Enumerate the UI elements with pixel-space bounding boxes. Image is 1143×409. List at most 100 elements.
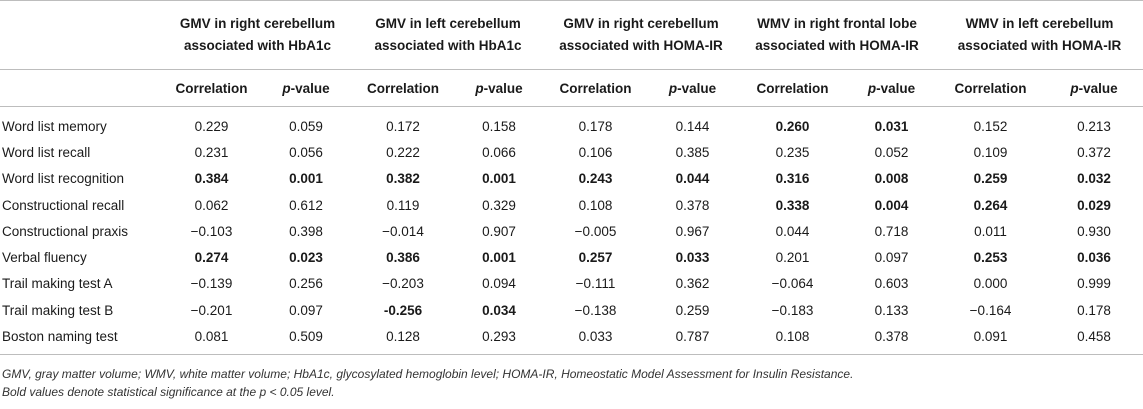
row-label: Word list recall [2, 144, 91, 160]
p-value-cell: 0.256 [289, 276, 323, 292]
correlation-cell: 0.152 [973, 118, 1008, 134]
correlation-cell: 0.231 [194, 144, 229, 160]
p-italic: p [1070, 80, 1079, 96]
p-value-cell: 0.213 [1077, 118, 1111, 134]
p-value-header: p-value [847, 69, 937, 107]
p-value-cell: 0.008 [874, 171, 909, 187]
p-value-header: p-value [647, 69, 739, 107]
p-value-cell: 0.999 [1077, 276, 1111, 292]
corner-cell [0, 0, 163, 70]
p-value-cell: 0.930 [1077, 223, 1111, 239]
footnote-abbreviations: GMV, gray matter volume; WMV, white matt… [2, 367, 854, 381]
correlation-cell: −0.111 [575, 276, 616, 292]
group-header-gmv-left-cerebellum-hba1c: GMV in left cerebellum associated with Hb… [352, 0, 545, 70]
correlation-cell: 0.172 [386, 118, 420, 134]
table-row: Boston naming test 0.081 0.509 0.128 0.293 0.… [0, 323, 1143, 355]
correlation-cell: 0.257 [578, 250, 613, 266]
group-header-line2: associated with HOMA-IR [559, 38, 723, 53]
correlation-cell: −0.103 [190, 223, 233, 239]
correlation-cell: 0.011 [974, 223, 1007, 239]
p-value-cell: 0.509 [260, 323, 352, 355]
p-value-cell: 0.059 [289, 118, 323, 134]
correlation-cell: 0.062 [194, 197, 229, 213]
group-header-gmv-right-cerebellum-hba1c: GMV in right cerebellum associated with H… [163, 0, 352, 70]
group-header-line1: WMV in right frontal lobe [757, 16, 917, 31]
table-row: Word list recall 0.231 0.056 0.222 0.066 0.10… [0, 139, 1143, 165]
table-row: Constructional recall 0.062 0.612 0.119 0.32… [0, 192, 1143, 218]
correlation-cell: 0.044 [775, 223, 810, 239]
row-label: Boston naming test [0, 323, 163, 355]
group-header-line1: GMV in left cerebellum [375, 16, 521, 31]
p-value-cell: 0.259 [675, 302, 710, 318]
p-value-header: p-value [260, 69, 352, 107]
p-value-cell: 0.133 [874, 302, 909, 318]
correlation-header: Correlation [936, 69, 1046, 107]
correlation-cell: −0.138 [574, 302, 617, 318]
correlation-header: Correlation [738, 69, 848, 107]
p-value-cell: 0.034 [482, 302, 516, 318]
row-label: Word list recognition [2, 171, 125, 187]
correlation-cell: 0.259 [973, 171, 1008, 187]
row-label: Trail making test B [2, 302, 114, 318]
p-value-cell: 0.094 [482, 276, 516, 292]
table-header: GMV in right cerebellum associated with H… [0, 0, 1143, 107]
p-value-cell: 0.378 [675, 197, 710, 213]
p-suffix: -value [290, 80, 330, 96]
correlation-cell: −0.183 [771, 302, 814, 318]
group-header-wmv-right-frontal-lobe-homa-ir: WMV in right frontal lobe associated with… [738, 0, 937, 70]
correlation-cell: 0.260 [775, 118, 810, 134]
p-value-cell: 0.052 [874, 144, 909, 160]
footnote-significance: Bold values denote statistical significa… [2, 385, 335, 399]
group-header-line1: WMV in left cerebellum [965, 16, 1114, 31]
p-value-cell: 0.329 [482, 197, 516, 213]
row-label-header [0, 69, 163, 107]
p-value-cell: 0.056 [289, 144, 323, 160]
row-label: Trail making test A [2, 276, 113, 292]
p-value-cell: 0.385 [675, 144, 710, 160]
correlation-cell: 0.033 [544, 323, 648, 355]
p-value-cell: 0.378 [847, 323, 937, 355]
p-value-cell: 0.398 [289, 223, 323, 239]
row-label: Word list memory [2, 118, 107, 134]
results-table: GMV in right cerebellum associated with H… [0, 0, 1143, 355]
p-value-cell: 0.718 [874, 223, 909, 239]
correlation-cell: 0.243 [578, 171, 613, 187]
p-italic: p [475, 80, 484, 96]
group-header-line2: associated with HOMA-IR [755, 38, 919, 53]
p-value-cell: 0.612 [289, 197, 323, 213]
correlation-cell: 0.264 [973, 197, 1008, 213]
group-header-line2: associated with HbA1c [374, 38, 522, 53]
p-value-cell: 0.362 [675, 276, 710, 292]
correlation-cell: 0.081 [163, 323, 260, 355]
correlation-cell: −0.064 [771, 276, 814, 292]
row-label: Verbal fluency [2, 250, 87, 266]
table-row: Word list recognition 0.384 0.001 0.382 0.00… [0, 166, 1143, 192]
correlation-cell: 0.274 [194, 250, 229, 266]
correlation-cell: 0.253 [973, 250, 1008, 266]
p-italic: p [867, 80, 877, 96]
table-row: Word list memory 0.229 0.059 0.172 0.158 0.17… [0, 107, 1143, 140]
p-value-cell: 0.178 [1077, 302, 1111, 318]
p-value-cell: 0.372 [1077, 144, 1111, 160]
correlation-cell: 0.000 [973, 276, 1008, 292]
p-value-cell: 0.036 [1077, 250, 1111, 266]
sub-header-row: Correlation p-value Correlation p-value … [0, 69, 1143, 107]
table-row: Constructional praxis −0.103 0.398 −0.014 0.… [0, 218, 1143, 244]
p-value-cell: 0.787 [647, 323, 739, 355]
correlation-cell: 0.235 [775, 144, 810, 160]
p-value-cell: 0.293 [454, 323, 545, 355]
group-header-line1: GMV in right cerebellum [563, 16, 719, 31]
row-label: Constructional recall [2, 197, 125, 213]
correlation-cell: 0.316 [775, 171, 810, 187]
p-value-cell: 0.458 [1045, 323, 1143, 355]
p-value-cell: 0.033 [675, 250, 710, 266]
group-header-line1: GMV in right cerebellum [179, 16, 336, 31]
correlation-cell: 0.119 [386, 197, 420, 213]
correlation-cell: 0.338 [775, 197, 810, 213]
correlation-cell: 0.384 [194, 171, 229, 187]
p-value-cell: 0.066 [482, 144, 516, 160]
group-header-line2: associated with HbA1c [183, 38, 332, 53]
table-row: Verbal fluency 0.274 0.023 0.386 0.001 0.257 0… [0, 244, 1143, 270]
p-value-cell: 0.097 [874, 250, 909, 266]
table-row: Trail making test B −0.201 0.097 -0.256 0.03… [0, 297, 1143, 323]
